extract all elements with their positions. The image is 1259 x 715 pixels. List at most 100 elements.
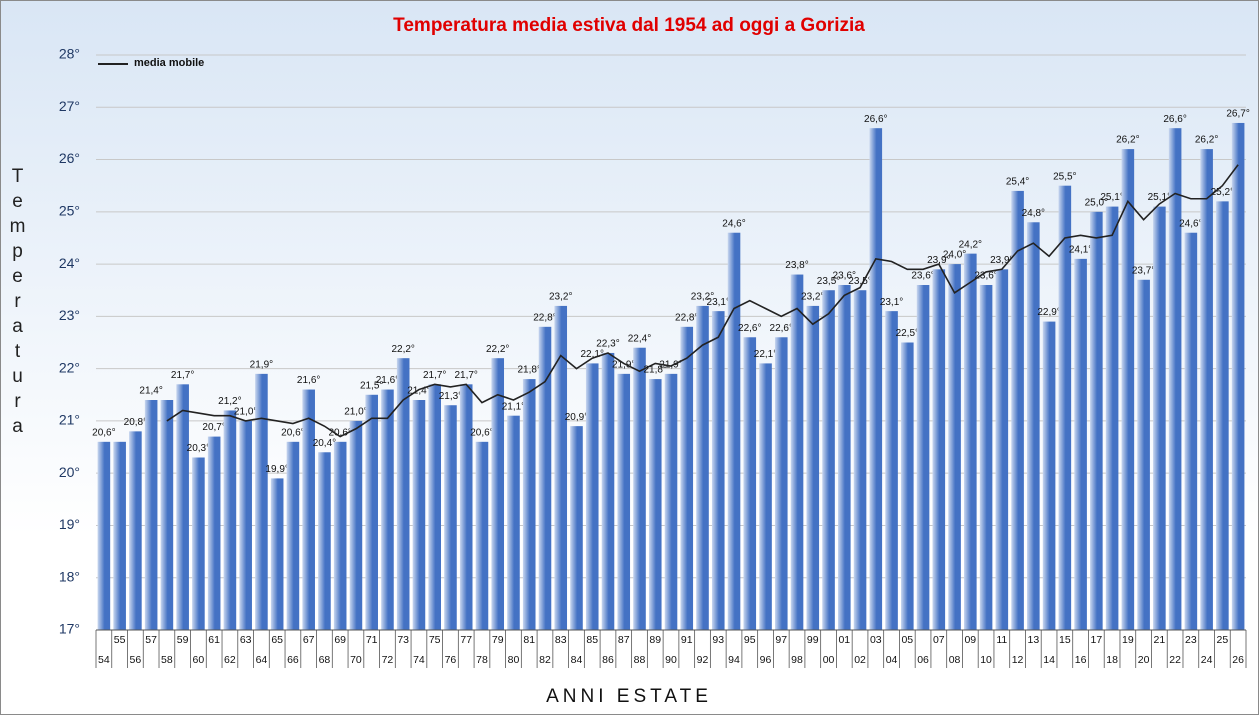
x-tick-label: 16 <box>1075 654 1087 666</box>
y-axis-label: Temperatura <box>7 166 28 441</box>
value-label: 21,7° <box>423 370 446 381</box>
x-tick-label: 82 <box>539 654 551 666</box>
y-tick-label: 17° <box>59 621 80 637</box>
x-tick-label: 55 <box>114 634 126 646</box>
bar <box>790 274 804 630</box>
value-label: 23,5° <box>848 276 871 287</box>
x-tick-label: 72 <box>382 654 394 666</box>
value-label: 20,6° <box>92 427 115 438</box>
value-label: 23,9° <box>927 255 950 266</box>
bar <box>333 441 347 630</box>
bar <box>412 400 426 630</box>
value-label: 23,6° <box>833 271 856 282</box>
bar <box>113 441 126 630</box>
value-label: 24,6° <box>1179 218 1202 229</box>
bar <box>97 441 111 630</box>
x-tick-label: 07 <box>933 634 945 646</box>
value-label: 23,2° <box>549 292 572 303</box>
x-tick-label: 67 <box>303 634 315 646</box>
x-tick-label: 12 <box>1012 654 1024 666</box>
value-label: 21,1° <box>502 401 525 412</box>
value-label: 21,9° <box>659 360 682 371</box>
chart-title: Temperatura media estiva dal 1954 ad ogg… <box>393 15 865 36</box>
value-label: 23,2° <box>691 292 714 303</box>
y-tick-label: 27° <box>59 98 80 114</box>
x-tick-label: 79 <box>492 634 504 646</box>
bar <box>522 379 536 630</box>
moving-average-line <box>166 164 1239 438</box>
value-label: 20,7° <box>202 422 225 433</box>
value-label: 21,3° <box>439 391 462 402</box>
bar <box>444 405 457 630</box>
x-tick-label: 65 <box>271 634 283 646</box>
bar <box>475 441 489 630</box>
bar <box>664 373 678 630</box>
value-label: 25,5° <box>1053 171 1076 182</box>
bar <box>129 431 142 630</box>
bar <box>1011 190 1024 630</box>
x-tick-label: 13 <box>1027 634 1039 646</box>
x-tick-label: 93 <box>712 634 724 646</box>
x-tick-label: 76 <box>445 654 457 666</box>
x-tick-label: 21 <box>1154 634 1166 646</box>
value-label: 20,4° <box>313 438 336 449</box>
value-label: 23,9° <box>990 255 1013 266</box>
bar <box>837 285 851 630</box>
x-tick-label: 19 <box>1122 634 1134 646</box>
x-tick-label: 86 <box>602 654 614 666</box>
bar <box>459 384 473 630</box>
bar <box>255 373 268 630</box>
bar <box>192 457 205 630</box>
bar <box>1168 128 1182 630</box>
value-label: 23,1° <box>880 297 903 308</box>
bar <box>633 347 646 630</box>
x-tick-label: 20 <box>1138 654 1150 666</box>
bar <box>1216 201 1229 630</box>
value-label: 24,1° <box>1069 245 1092 256</box>
x-tick-label: 68 <box>319 654 331 666</box>
value-label: 21,5° <box>360 380 383 391</box>
x-tick-label: 66 <box>287 654 299 666</box>
bar <box>223 410 237 630</box>
value-label: 21,9° <box>250 360 273 371</box>
bar <box>853 290 867 630</box>
bar <box>1027 222 1040 631</box>
value-label: 21,0° <box>234 407 257 418</box>
value-label: 20,9° <box>565 412 588 423</box>
value-label: 21,0° <box>344 407 367 418</box>
x-tick-label: 64 <box>256 654 268 666</box>
value-label: 19,9° <box>265 464 288 475</box>
x-tick-label: 15 <box>1059 634 1071 646</box>
x-tick-label: 54 <box>98 654 110 666</box>
bar <box>302 389 315 630</box>
value-label: 23,1° <box>707 297 730 308</box>
x-tick-label: 73 <box>397 634 409 646</box>
value-label: 25,1° <box>1100 192 1123 203</box>
bar <box>601 352 615 630</box>
y-tick-label: 24° <box>59 255 80 271</box>
x-tick-label: 91 <box>681 634 693 646</box>
x-tick-label: 74 <box>413 654 425 666</box>
y-tick-label: 26° <box>59 150 80 166</box>
x-tick-label: 18 <box>1106 654 1118 666</box>
y-tick-label: 25° <box>59 203 80 219</box>
value-label: 22,2° <box>486 344 509 355</box>
y-tick-label: 19° <box>59 516 80 532</box>
y-tick-label: 18° <box>59 568 80 584</box>
x-tick-label: 83 <box>555 634 567 646</box>
x-tick-label: 01 <box>838 634 850 646</box>
value-label: 24,0° <box>943 250 966 261</box>
x-tick-label: 61 <box>208 634 220 646</box>
value-label: 22,8° <box>675 312 698 323</box>
x-tick-label: 71 <box>366 634 378 646</box>
y-tick-label: 22° <box>59 359 80 375</box>
bar <box>1042 321 1056 630</box>
bar <box>806 305 820 630</box>
bar <box>176 384 189 630</box>
x-tick-label: 23 <box>1185 634 1197 646</box>
bar <box>428 384 441 630</box>
bar <box>727 232 741 630</box>
x-tick-label: 22 <box>1169 654 1181 666</box>
bar <box>239 420 252 630</box>
